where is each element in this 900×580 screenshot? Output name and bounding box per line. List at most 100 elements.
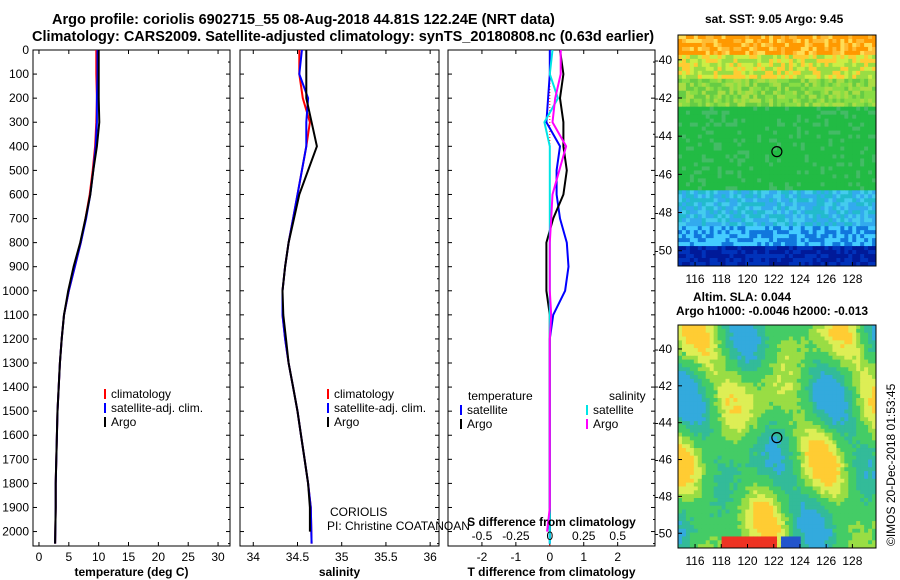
map-cell (872, 242, 876, 247)
map-cell (737, 62, 742, 68)
map-cell (725, 35, 731, 40)
map-cell (678, 74, 683, 80)
map-cell (757, 154, 762, 160)
map-cell (745, 238, 750, 243)
map-cell (685, 359, 691, 365)
map-cell (733, 344, 738, 349)
map-cell (820, 417, 826, 422)
map-cell (832, 409, 837, 415)
map-cell (678, 110, 683, 116)
map-cell (840, 126, 845, 132)
map-cell (761, 214, 766, 219)
map-cell (757, 355, 762, 361)
map-cell (709, 98, 715, 104)
map-cell (693, 35, 699, 40)
map-cell (828, 262, 834, 266)
map-cell (685, 170, 691, 175)
map-cell (773, 432, 778, 438)
map-cell (701, 432, 707, 438)
map-cell (681, 70, 687, 76)
map-cell (761, 146, 766, 152)
map-cell (737, 378, 742, 384)
map-cell (761, 398, 766, 403)
map-cell (860, 90, 865, 96)
map-cell (777, 448, 782, 453)
map-cell (808, 340, 814, 345)
map-cell (693, 363, 699, 368)
map-cell (816, 114, 822, 120)
map-cell (848, 118, 853, 124)
map-cell (868, 206, 873, 211)
map-cell (773, 371, 778, 376)
map-cell (796, 42, 802, 48)
map-cell (840, 46, 845, 52)
map-cell (840, 250, 845, 255)
map-cell (848, 38, 853, 44)
map-cell (678, 374, 683, 380)
map-cell (721, 54, 727, 60)
map-cell (868, 340, 873, 345)
map-cell (685, 154, 691, 160)
map-cell (820, 38, 826, 44)
map-cell (713, 390, 719, 395)
map-cell (757, 371, 762, 376)
map-cell (721, 351, 727, 357)
map-cell (777, 355, 782, 361)
map-cell (777, 58, 782, 64)
map-cell (816, 378, 822, 384)
map-cell (713, 166, 719, 172)
map-cell (864, 138, 869, 144)
map-cell (848, 238, 853, 243)
map-cell (709, 234, 715, 239)
sla-map: 116 118 120 122 124 126 128-40-42-44-46-48-50 (655, 324, 877, 568)
map-cell (860, 378, 865, 384)
map-cell (824, 58, 830, 64)
map-cell (757, 428, 762, 434)
map-x-tick-label: 126 (816, 272, 836, 286)
map-cell (749, 94, 754, 100)
map-cell (836, 202, 841, 207)
map-cell (745, 436, 750, 441)
map-cell (860, 150, 865, 156)
map-cell (792, 122, 798, 128)
map-cell (765, 436, 770, 441)
map-cell (729, 122, 735, 128)
map-cell (713, 394, 719, 399)
map-cell (796, 210, 802, 215)
map-cell (737, 86, 742, 92)
map-cell (848, 138, 853, 144)
map-cell (792, 198, 798, 203)
map-cell (681, 98, 687, 104)
map-cell (737, 134, 742, 140)
map-cell (709, 122, 715, 128)
map-cell (800, 390, 806, 395)
map-cell (840, 74, 845, 80)
map-cell (856, 258, 861, 263)
map-cell (717, 98, 723, 104)
map-cell (729, 432, 735, 438)
map-cell (697, 206, 703, 211)
map-cell (761, 405, 766, 411)
map-cell (808, 390, 814, 395)
map-cell (717, 94, 723, 100)
map-cell (765, 54, 770, 60)
map-cell (820, 102, 826, 108)
map-cell (729, 138, 735, 144)
map-cell (872, 436, 876, 441)
map-cell (777, 50, 782, 56)
map-cell (868, 421, 873, 426)
map-cell (729, 35, 735, 40)
map-cell (860, 82, 865, 88)
map-cell (717, 355, 723, 361)
map-cell (816, 86, 822, 92)
map-cell (697, 226, 703, 231)
map-cell (693, 174, 699, 179)
map-cell (792, 440, 798, 445)
map-cell (808, 35, 814, 40)
map-cell (844, 440, 849, 445)
map-cell (812, 38, 818, 44)
map-cell (689, 182, 695, 187)
map-cell (769, 436, 774, 441)
map-cell (868, 170, 873, 175)
map-cell (729, 214, 735, 219)
